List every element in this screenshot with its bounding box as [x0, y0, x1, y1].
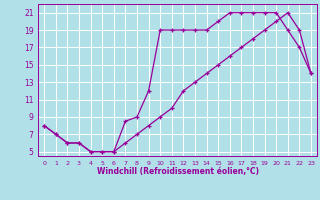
- X-axis label: Windchill (Refroidissement éolien,°C): Windchill (Refroidissement éolien,°C): [97, 167, 259, 176]
